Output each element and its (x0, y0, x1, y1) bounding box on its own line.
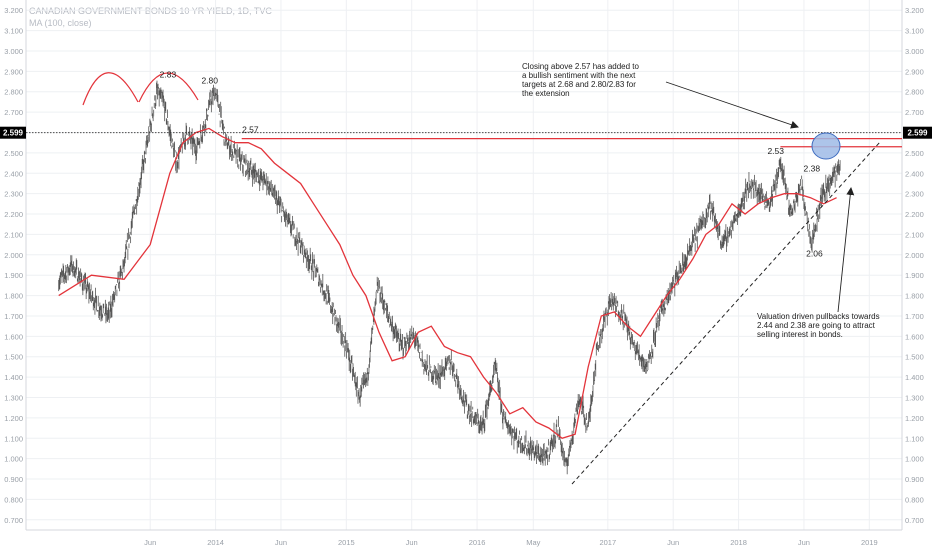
annotation-line: 2.44 and 2.38 are going to attract (757, 321, 876, 330)
y-tick-label-left: 3.200 (4, 6, 23, 15)
annotation-line: Valuation driven pullbacks towards (757, 312, 880, 321)
x-tick-label: Jun (275, 538, 287, 547)
y-tick-label-right: 2.700 (905, 108, 924, 117)
y-tick-label-right: 2.300 (905, 190, 924, 199)
y-tick-label-right: 2.200 (905, 210, 924, 219)
x-tick-label: 2017 (599, 538, 616, 547)
y-tick-label-right: 1.800 (905, 292, 924, 301)
x-tick-label: 2016 (469, 538, 486, 547)
y-tick-label-right: 1.200 (905, 414, 924, 423)
y-tick-label-left: 1.900 (4, 271, 23, 280)
y-tick-label-left: 1.700 (4, 312, 23, 321)
y-tick-label-right: 3.000 (905, 47, 924, 56)
y-tick-label-right: 1.700 (905, 312, 924, 321)
y-tick-label-right: 1.300 (905, 394, 924, 403)
price-label-2-80: 2.80 (201, 76, 218, 86)
annotation-closing: Closing above 2.57 has added to a bullish… (522, 62, 640, 98)
y-tick-label-left: 0.700 (4, 516, 23, 525)
y-tick-label-left: 0.800 (4, 495, 23, 504)
price-label-2-38: 2.38 (804, 163, 821, 173)
y-tick-label-right: 1.100 (905, 434, 924, 443)
y-tick-label-left: 2.500 (4, 149, 23, 158)
x-tick-label: 2019 (861, 538, 878, 547)
annotation-line: selling interest in bonds. (757, 330, 843, 339)
annotation-line: a bullish sentiment with the next (522, 71, 636, 80)
y-tick-label-left: 1.300 (4, 394, 23, 403)
price-tag-text: 2.599 (3, 129, 24, 138)
grid (26, 0, 902, 530)
price-label-2-53: 2.53 (767, 146, 784, 156)
y-tick-label-left: 3.000 (4, 47, 23, 56)
price-label-2-06: 2.06 (806, 249, 823, 259)
y-tick-label-left: 1.000 (4, 455, 23, 464)
y-tick-label-left: 2.200 (4, 210, 23, 219)
y-tick-label-left: 2.400 (4, 169, 23, 178)
y-tick-label-left: 2.300 (4, 190, 23, 199)
y-tick-label-left: 0.900 (4, 475, 23, 484)
x-tick-label: Jun (406, 538, 418, 547)
x-tick-label: 2014 (207, 538, 224, 547)
y-tick-label-right: 2.400 (905, 169, 924, 178)
ma-legend-label: MA (100, close) (29, 18, 92, 28)
annotation-line: Closing above 2.57 has added to (522, 62, 640, 71)
price-series (58, 80, 841, 475)
y-tick-label-right: 3.200 (905, 6, 924, 15)
y-tick-label-right: 1.400 (905, 373, 924, 382)
y-tick-label-left: 1.800 (4, 292, 23, 301)
y-tick-label-right: 1.600 (905, 332, 924, 341)
target-circle (811, 132, 841, 160)
y-tick-label-left: 1.500 (4, 353, 23, 362)
y-tick-label-right: 0.800 (905, 495, 924, 504)
annotation-arrow-bottom (837, 187, 855, 313)
y-tick-label-left: 2.800 (4, 88, 23, 97)
annotation-valuation: Valuation driven pullbacks towards 2.44 a… (757, 312, 880, 339)
y-tick-label-right: 2.500 (905, 149, 924, 158)
y-tick-label-left: 2.000 (4, 251, 23, 260)
y-tick-label-left: 3.100 (4, 27, 23, 36)
y-tick-label-right: 2.100 (905, 230, 924, 239)
series-layer (58, 80, 841, 475)
x-tick-label: May (526, 538, 540, 547)
price-tag-right (903, 126, 932, 139)
ma-100-line (58, 127, 837, 440)
overlay-layer: 2.599 2.599 2.83 2.80 2.57 2.53 2.38 2.06 Closin… (0, 62, 932, 485)
y-tick-label-right: 1.500 (905, 353, 924, 362)
y-tick-label-left: 1.400 (4, 373, 23, 382)
axes: 0.700 0.700 0.800 0.800 0.900 0.900 1.000 1.000… (4, 0, 924, 547)
x-tick-label: Jun (667, 538, 679, 547)
y-tick-label-left: 2.100 (4, 230, 23, 239)
y-tick-label-right: 2.800 (905, 88, 924, 97)
y-tick-label-right: 0.900 (905, 475, 924, 484)
x-tick-label: 2018 (730, 538, 747, 547)
top-arc-2 (138, 72, 199, 103)
top-arc-1 (82, 72, 139, 106)
x-tick-label: Jun (798, 538, 810, 547)
y-tick-label-left: 2.900 (4, 67, 23, 76)
y-tick-label-left: 1.100 (4, 434, 23, 443)
y-tick-label-right: 3.100 (905, 27, 924, 36)
y-tick-label-right: 0.700 (905, 516, 924, 525)
price-label-2-83: 2.83 (160, 70, 177, 80)
y-tick-label-left: 1.200 (4, 414, 23, 423)
y-tick-label-right: 1.000 (905, 455, 924, 464)
y-tick-label-right: 2.900 (905, 67, 924, 76)
annotation-arrow-top (665, 81, 799, 129)
price-tag-text: 2.599 (907, 129, 928, 138)
annotation-line: the extension (522, 89, 570, 98)
y-tick-label-left: 2.700 (4, 108, 23, 117)
x-tick-label: 2015 (338, 538, 355, 547)
y-tick-label-right: 1.900 (905, 271, 924, 280)
y-tick-label-right: 2.000 (905, 251, 924, 260)
y-tick-label-left: 1.600 (4, 332, 23, 341)
price-tag-left (0, 126, 26, 139)
x-tick-label: Jun (144, 538, 156, 547)
annotation-line: targets at 2.68 and 2.80/2.83 for (522, 80, 636, 89)
price-label-2-57: 2.57 (242, 125, 259, 135)
